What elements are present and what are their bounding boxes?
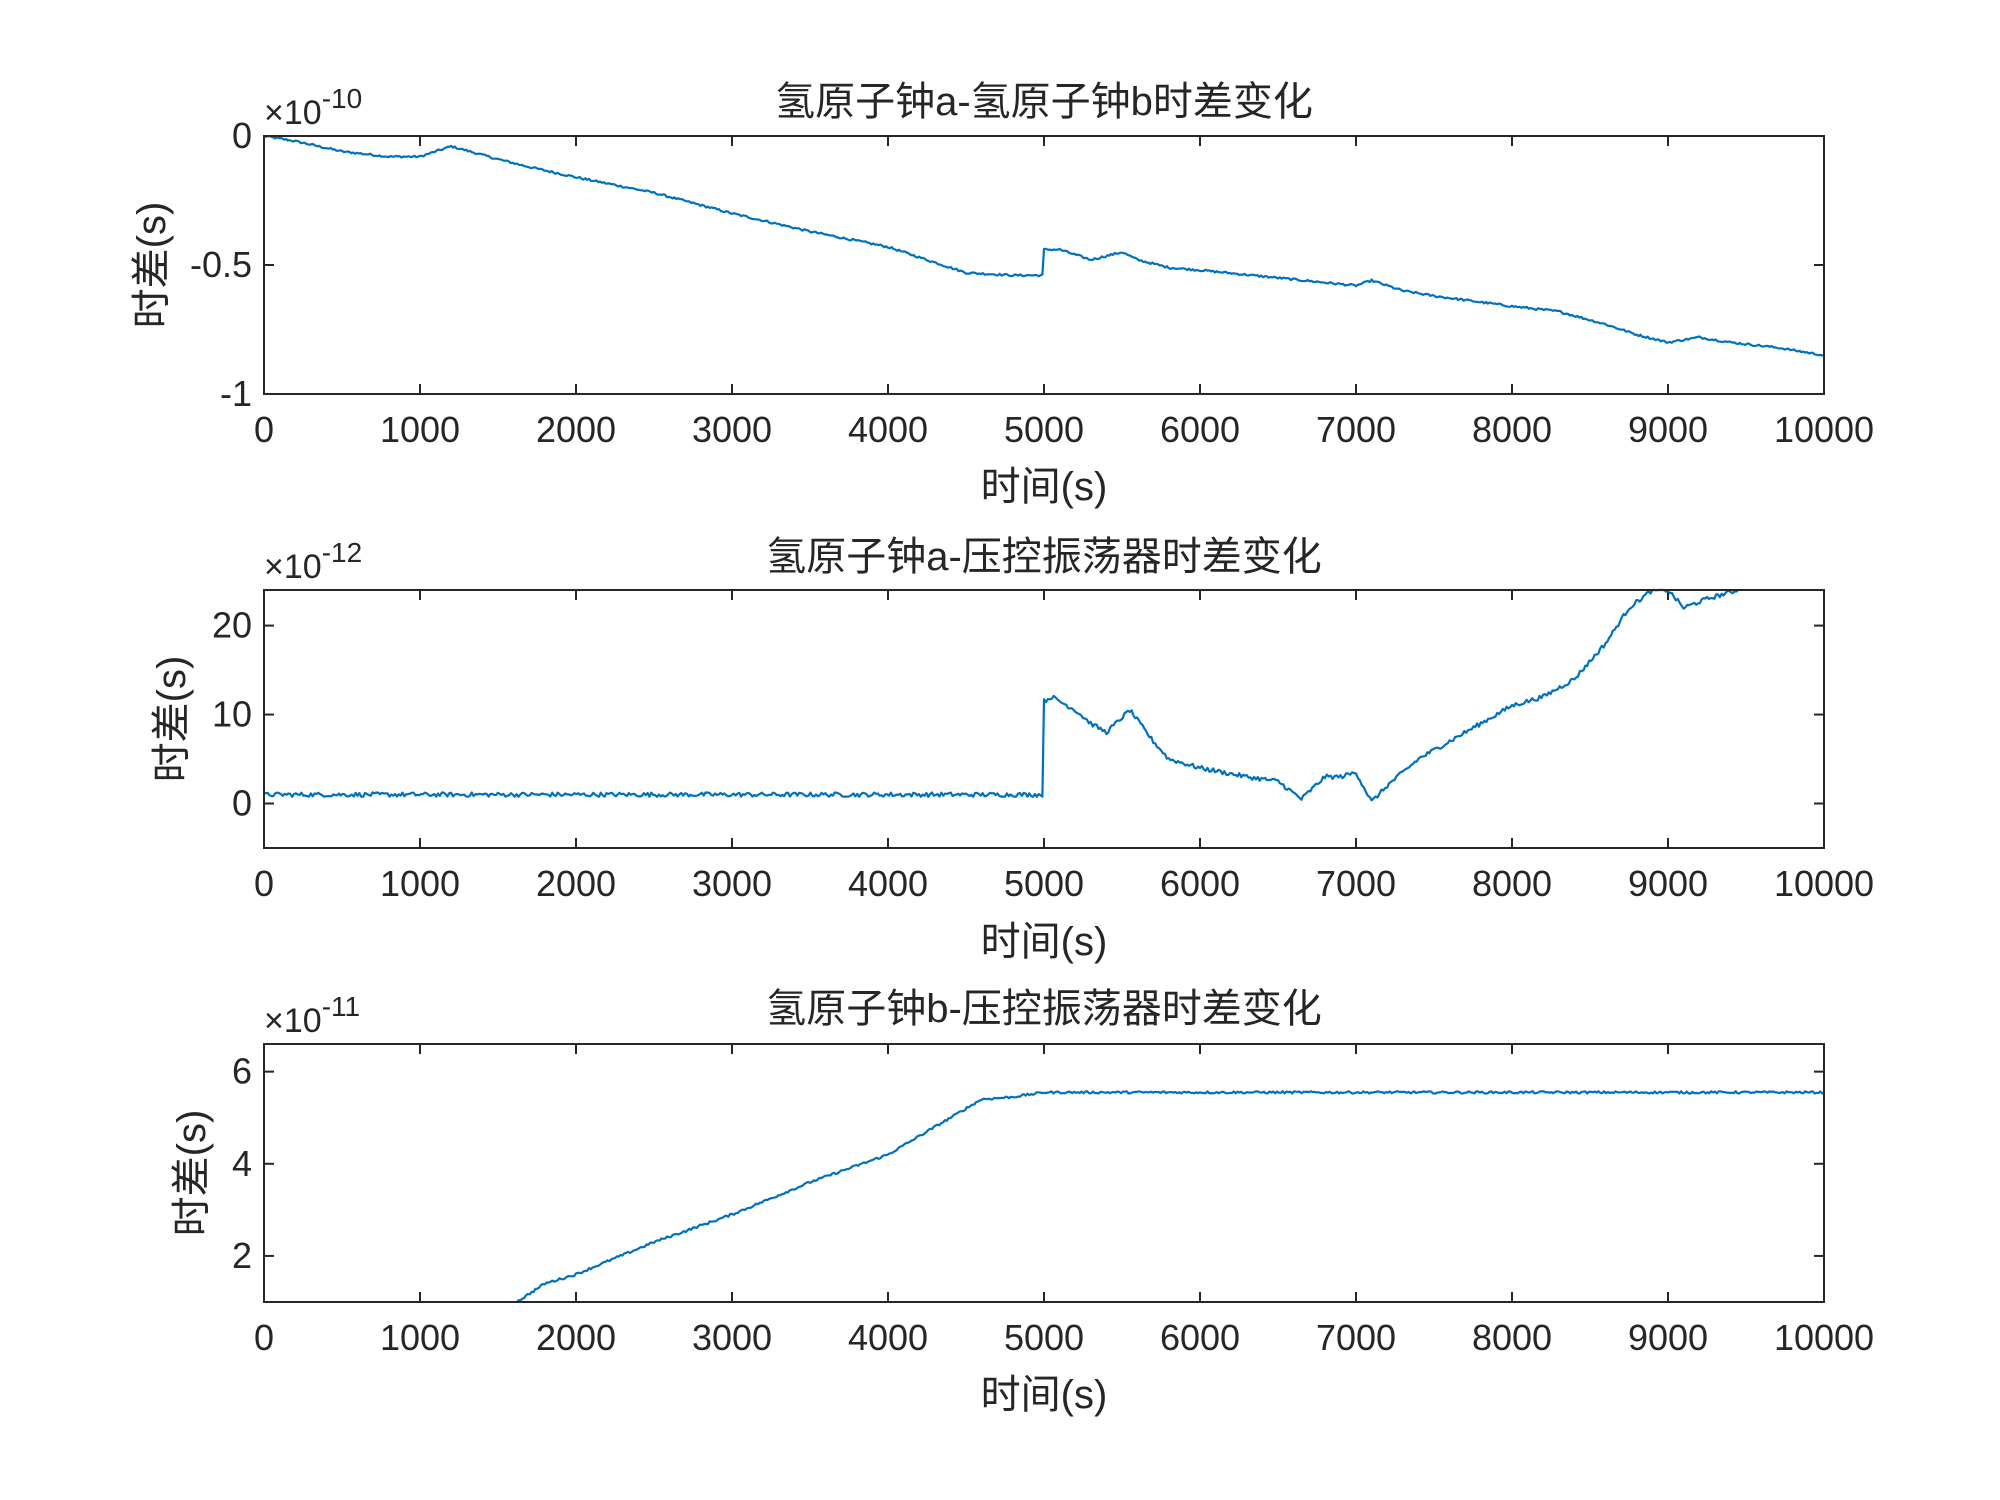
subplot-3-ytick-label: 6 [232,1051,252,1092]
subplot-3-ytick-label: 4 [232,1143,252,1184]
subplot-1-xtick-label: 4000 [848,409,928,450]
subplot-3-xtick-label: 10000 [1774,1317,1874,1358]
subplot-2-ytick-label: 20 [212,605,252,646]
subplot-1-exponent-base: ×10 [264,94,322,132]
subplot-1-xtick-label: 3000 [692,409,772,450]
subplot-2-xtick-label: 5000 [1004,863,1084,904]
subplot-3-xtick-label: 6000 [1160,1317,1240,1358]
subplot-1-ytick-label: -1 [220,373,252,414]
subplot-1-xtick-label: 8000 [1472,409,1552,450]
subplot-2-xtick-label: 10000 [1774,863,1874,904]
subplot-1-series-line [263,134,1825,357]
subplot-2-exponent-base: ×10 [264,548,322,586]
subplot-3-xtick-label: 2000 [536,1317,616,1358]
subplot-1-xtick-label: 0 [254,409,274,450]
subplot-3-title: 氢原子钟b-压控振荡器时差变化 [766,987,1322,1031]
subplot-3: 氢原子钟b-压控振荡器时差变化 ×10-11 0 1000 2000 3000 4000… [170,987,1874,1417]
subplot-2-xtick-label: 2000 [536,863,616,904]
subplot-2-xtick-label: 3000 [692,863,772,904]
subplot-2-xtick-label: 7000 [1316,863,1396,904]
subplot-3-xtick-label: 4000 [848,1317,928,1358]
subplot-1-xtick-label: 5000 [1004,409,1084,450]
subplot-3-axes-frame [263,1043,1825,1303]
subplot-2: 氢原子钟a-压控振荡器时差变化 ×10-12 0 1000 2000 3000 4000… [150,535,1874,964]
subplot-1-xlabel: 时间(s) [981,465,1108,509]
subplot-1-xtick-label: 2000 [536,409,616,450]
subplot-3-exponent: ×10-11 [264,991,360,1040]
subplot-2-ytick-label: 0 [232,783,252,824]
subplot-1-ylabel: 时差(s) [130,202,174,329]
subplot-1-title: 氢原子钟a-氢原子钟b时差变化 [775,80,1313,124]
subplot-2-xlabel: 时间(s) [981,920,1108,964]
subplot-1-ytick-label: -0.5 [190,244,252,285]
subplot-3-xtick-label: 0 [254,1317,274,1358]
subplot-2-ytick-label: 10 [212,694,252,735]
subplot-1-exponent: ×10-10 [264,83,362,132]
subplot-2-ticks: 0 1000 2000 3000 4000 5000 6000 7000 8000 9000 100… [212,590,1874,904]
subplot-1-xtick-label: 10000 [1774,409,1874,450]
subplot-3-series-line [515,1090,1825,1303]
subplot-3-ylabel: 时差(s) [170,1110,214,1237]
subplot-1-exponent-power: -10 [322,83,362,114]
subplot-1-ticks: 0 1000 2000 3000 4000 5000 6000 7000 8000 9000 100… [190,115,1874,450]
subplot-2-title: 氢原子钟a-压控振荡器时差变化 [766,535,1322,579]
subplot-1-ytick-label: 0 [232,115,252,156]
subplot-3-xtick-label: 7000 [1316,1317,1396,1358]
subplot-3-ticks: 0 1000 2000 3000 4000 5000 6000 7000 8000 9000 100… [232,1044,1874,1358]
subplot-2-series-line [263,588,1739,802]
subplot-3-xtick-label: 8000 [1472,1317,1552,1358]
subplot-3-xtick-label: 1000 [380,1317,460,1358]
subplot-2-xtick-label: 9000 [1628,863,1708,904]
subplot-2-exponent-power: -12 [322,537,362,568]
subplot-1-xtick-label: 6000 [1160,409,1240,450]
subplot-2-xtick-label: 6000 [1160,863,1240,904]
subplot-3-xtick-label: 3000 [692,1317,772,1358]
subplot-2-axes-frame [263,589,1825,849]
subplot-2-xtick-label: 8000 [1472,863,1552,904]
subplot-2-xtick-label: 0 [254,863,274,904]
subplot-2-xtick-label: 4000 [848,863,928,904]
subplot-3-ytick-label: 2 [232,1235,252,1276]
subplot-1: 氢原子钟a-氢原子钟b时差变化 ×10-10 0 1000 2000 3000 4000… [130,80,1874,509]
subplot-1-xtick-label: 1000 [380,409,460,450]
subplot-1-xtick-label: 7000 [1316,409,1396,450]
subplot-2-xtick-label: 1000 [380,863,460,904]
subplot-3-xlabel: 时间(s) [981,1373,1108,1417]
subplot-3-exponent-power: -11 [322,991,360,1022]
subplot-2-exponent: ×10-12 [264,537,362,586]
subplot-1-xtick-label: 9000 [1628,409,1708,450]
subplot-3-xtick-label: 5000 [1004,1317,1084,1358]
subplot-3-xtick-label: 9000 [1628,1317,1708,1358]
subplot-2-ylabel: 时差(s) [150,656,194,783]
subplot-1-axes-frame [263,135,1825,395]
subplot-3-exponent-base: ×10 [264,1002,322,1040]
